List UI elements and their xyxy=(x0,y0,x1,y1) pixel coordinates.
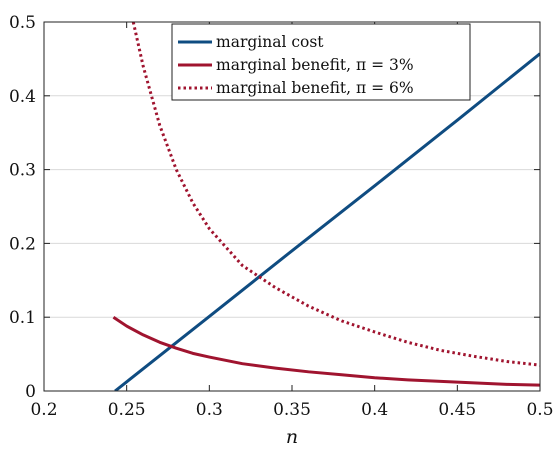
series-line-0 xyxy=(114,52,540,391)
y-tick-label-4: 0.4 xyxy=(9,87,36,107)
x-tick-label-0: 0.2 xyxy=(30,400,57,420)
y-tick-label-2: 0.2 xyxy=(9,234,36,254)
legend-label-1: marginal benefit, π = 3% xyxy=(216,56,414,74)
x-tick-label-2: 0.3 xyxy=(196,400,223,420)
y-tick-label-3: 0.3 xyxy=(9,161,36,181)
y-tick-label-1: 0.1 xyxy=(9,308,36,328)
series-lines xyxy=(112,22,540,391)
x-tick-label-1: 0.25 xyxy=(108,400,146,420)
legend-label-0: marginal cost xyxy=(216,33,324,51)
x-tick-label-6: 0.5 xyxy=(526,400,553,420)
legend: marginal cost marginal benefit, π = 3% mar… xyxy=(171,23,471,101)
y-tick-label-5: 0.5 xyxy=(9,13,36,33)
series-line-1 xyxy=(112,315,540,387)
y-tick-label-0: 0 xyxy=(25,382,36,402)
x-tick-label-5: 0.45 xyxy=(438,400,476,420)
legend-box xyxy=(171,23,471,101)
x-tick-label-3: 0.35 xyxy=(273,400,311,420)
x-tick-label-4: 0.4 xyxy=(361,400,388,420)
ticks: 0.2 0.25 0.3 0.35 0.4 0.45 0.5 0 0.1 0.2 0.3 0.4 0.5 xyxy=(9,13,554,420)
gridlines xyxy=(44,95,540,318)
legend-label-2: marginal benefit, π = 6% xyxy=(216,79,414,97)
x-axis-label: n xyxy=(286,426,298,448)
